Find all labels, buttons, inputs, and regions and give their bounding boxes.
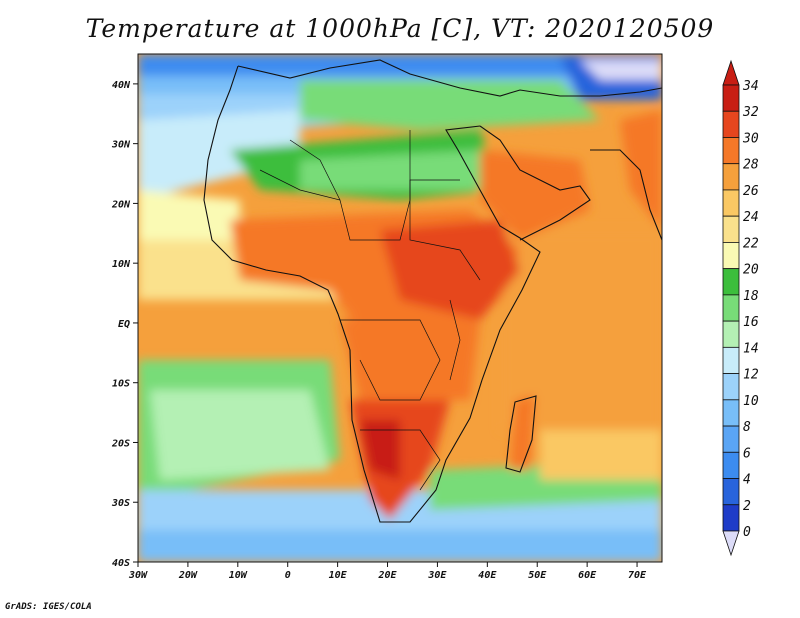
colorbar-label: 26 bbox=[743, 184, 759, 199]
colorbar-label: 30 bbox=[742, 131, 759, 146]
colorbar-label: 24 bbox=[743, 210, 759, 225]
lat-tick-label: 10N bbox=[112, 259, 131, 270]
latitude-labels: 40N 30N 20N 10N EQ 10S 20S 30S 40S bbox=[111, 80, 131, 569]
colorbar-label: 8 bbox=[743, 420, 751, 435]
lon-tick-label: 10E bbox=[329, 570, 348, 581]
lat-tick-label: 20S bbox=[111, 438, 130, 449]
colorbar-label: 28 bbox=[743, 158, 759, 173]
lon-tick-label: 30E bbox=[427, 570, 447, 581]
colorbar-label: 6 bbox=[743, 446, 751, 461]
colorbar-swatch bbox=[722, 84, 740, 112]
colorbar-label: 0 bbox=[743, 525, 751, 540]
lat-tick-label: 40N bbox=[112, 80, 131, 91]
colorbar-swatch bbox=[722, 110, 740, 138]
colorbar-swatch bbox=[722, 294, 740, 322]
lon-tick-label: 0 bbox=[285, 570, 291, 581]
colorbar-label: 20 bbox=[743, 263, 759, 278]
colorbar-label: 16 bbox=[743, 315, 759, 330]
colorbar-swatch bbox=[722, 189, 740, 217]
axis-ticks bbox=[133, 83, 638, 567]
colorbar-swatch bbox=[722, 242, 740, 270]
colorbar-swatch bbox=[722, 215, 740, 243]
colorbar-swatch bbox=[722, 320, 740, 348]
colorbar-label: 34 bbox=[742, 79, 759, 94]
lon-tick-label: 50E bbox=[528, 570, 547, 581]
lat-tick-label: EQ bbox=[118, 319, 130, 330]
lon-tick-label: 20E bbox=[377, 570, 397, 581]
lon-tick-label: 40E bbox=[478, 570, 497, 581]
lon-tick-label: 60E bbox=[578, 570, 597, 581]
lon-tick-label: 20W bbox=[178, 570, 198, 581]
credit-label: GrADS: IGES/COLA bbox=[5, 602, 92, 612]
colorbar-swatch bbox=[722, 137, 740, 165]
lat-tick-label: 30N bbox=[111, 140, 131, 151]
colorbar-swatch bbox=[722, 451, 740, 479]
colorbar-label: 18 bbox=[743, 289, 759, 304]
colorbar-swatch bbox=[722, 163, 740, 191]
plot-title: Temperature at 1000hPa [C], VT: 20201205… bbox=[85, 14, 715, 43]
colorbar bbox=[722, 59, 740, 557]
colorbar-swatch bbox=[722, 346, 740, 374]
lon-tick-label: 30W bbox=[128, 570, 148, 581]
colorbar-label: 14 bbox=[743, 341, 759, 356]
lon-tick-label: 10W bbox=[229, 570, 248, 581]
lon-tick-label: 70E bbox=[628, 570, 647, 581]
country-borders bbox=[259, 130, 481, 491]
colorbar-swatch bbox=[722, 425, 740, 453]
colorbar-label: 32 bbox=[742, 105, 759, 120]
colorbar-swatch bbox=[722, 268, 740, 296]
colorbar-swatch bbox=[722, 478, 740, 506]
colorbar-label: 2 bbox=[743, 499, 751, 514]
colorbar-swatch bbox=[722, 373, 740, 401]
longitude-labels: 30W 20W 10W 0 10E 20E 30E 40E 50E 60E 70E bbox=[128, 570, 647, 581]
temperature-field bbox=[138, 54, 662, 562]
colorbar-label: 4 bbox=[743, 473, 751, 488]
lat-tick-label: 10S bbox=[112, 379, 130, 390]
coastlines bbox=[203, 59, 662, 523]
lat-tick-label: 30S bbox=[111, 498, 130, 509]
colorbar-label: 10 bbox=[743, 394, 759, 409]
colorbar-over-triangle bbox=[722, 59, 740, 86]
plot-frame bbox=[137, 53, 663, 563]
lat-tick-label: 20N bbox=[111, 199, 131, 210]
colorbar-label: 12 bbox=[743, 368, 759, 383]
lat-tick-label: 40S bbox=[112, 558, 130, 569]
colorbar-swatch bbox=[722, 399, 740, 427]
colorbar-swatch bbox=[722, 504, 740, 532]
colorbar-label: 22 bbox=[743, 236, 759, 251]
colorbar-under-triangle bbox=[722, 530, 740, 557]
